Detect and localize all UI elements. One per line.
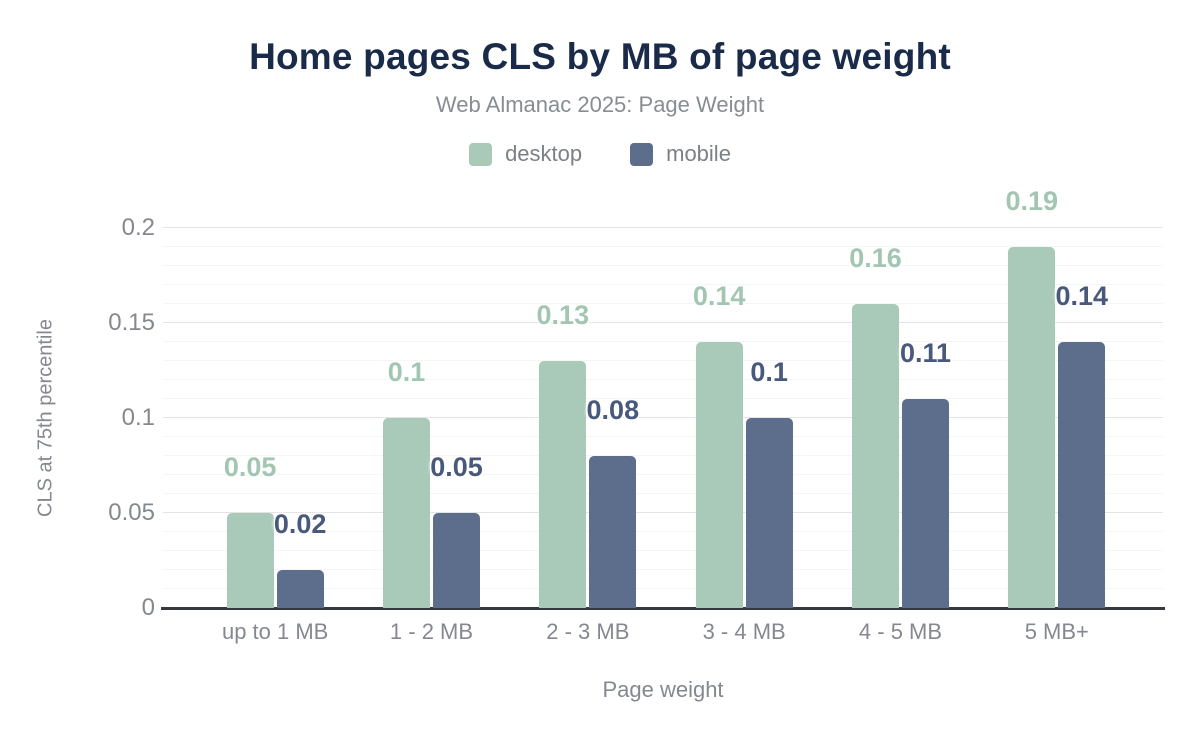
gridline-minor <box>163 474 1163 475</box>
mobile-swatch-icon <box>630 142 654 166</box>
x-category-label-2: 1 - 2 MB <box>389 619 474 644</box>
gridline-minor <box>163 284 1163 285</box>
x-axis-category-labels: up to 1 MB 1 - 2 MB 2 - 3 MB 3 - 4 MB 4 - 5 … <box>197 619 1135 645</box>
gridline-minor <box>163 341 1163 342</box>
gridline-major <box>163 512 1163 513</box>
bar-value-label-desktop-4: 0.14 <box>692 281 746 311</box>
bar-mobile-5-MB+[interactable]: 0.14 <box>1056 283 1108 608</box>
bar-value-label-mobile-3: 0.08 <box>586 395 640 425</box>
x-axis-line <box>161 607 1165 610</box>
bar-value-label-desktop-1: 0.05 <box>223 452 277 482</box>
bar-value-label-mobile-1: 0.02 <box>273 509 327 539</box>
bar-group-2: 0.1 0.05 <box>353 228 509 608</box>
gridline-minor <box>163 360 1163 361</box>
gridline-minor <box>163 493 1163 494</box>
bar-desktop-3---4-MB[interactable]: 0.14 <box>693 283 745 608</box>
gridline-minor <box>163 588 1163 589</box>
bar-value-label-mobile-6: 0.14 <box>1055 281 1109 311</box>
gridline-minor <box>163 379 1163 380</box>
bar-desktop-2---3-MB[interactable]: 0.13 <box>537 302 589 608</box>
x-category-label-3: 2 - 3 MB <box>546 619 630 644</box>
gridline-minor <box>163 550 1163 551</box>
bar-mobile-4---5-MB[interactable]: 0.11 <box>900 340 951 608</box>
gridline-minor <box>163 455 1163 456</box>
gridline-major <box>163 227 1163 228</box>
gridline-minor <box>163 398 1163 399</box>
bar-mobile-up-to-1-MB[interactable]: 0.02 <box>274 511 326 608</box>
bar-value-label-desktop-2: 0.1 <box>387 357 426 387</box>
plot-area: 0.05 0.02 0.1 0.05 0.13 0.08 0.14 0.1 0.16 0.11 0.… <box>161 188 1165 610</box>
gridline-minor <box>163 569 1163 570</box>
gridline-minor <box>163 265 1163 266</box>
y-tick-label-0.1: 0.1 <box>121 404 155 431</box>
gridline-major <box>163 417 1163 418</box>
chart-title: Home pages CLS by MB of page weight <box>249 36 951 77</box>
x-category-label-1: up to 1 MB <box>221 619 329 644</box>
legend-item-mobile[interactable]: mobile <box>630 141 731 167</box>
y-tick-label-0.15: 0.15 <box>108 309 155 336</box>
chart-subtitle: Web Almanac 2025: Page Weight <box>435 92 765 117</box>
bar-mobile-2---3-MB[interactable]: 0.08 <box>587 397 639 608</box>
bar-value-label-desktop-5: 0.16 <box>849 243 902 273</box>
legend-item-desktop[interactable]: desktop <box>469 141 582 167</box>
bar-value-label-desktop-6: 0.19 <box>1005 186 1059 216</box>
legend: desktop mobile <box>0 141 1200 167</box>
bar-desktop-4---5-MB[interactable]: 0.16 <box>849 245 902 608</box>
legend-label-mobile: mobile <box>666 141 731 166</box>
legend-label-desktop: desktop <box>505 141 583 166</box>
bar-value-label-mobile-2: 0.05 <box>430 452 483 482</box>
desktop-swatch-icon <box>469 142 493 166</box>
bar-desktop-up-to-1-MB[interactable]: 0.05 <box>224 454 276 608</box>
bar-group-3: 0.13 0.08 <box>510 228 666 608</box>
x-category-label-6: 5 MB+ <box>1024 619 1089 644</box>
y-tick-label-0: 0 <box>141 594 155 621</box>
y-tick-label-0.2: 0.2 <box>121 214 155 241</box>
bar-desktop-5-MB+[interactable]: 0.19 <box>1006 188 1058 608</box>
bar-group-1: 0.05 0.02 <box>197 228 353 608</box>
gridline-minor <box>163 436 1163 437</box>
y-axis-tick-labels: 0 0.05 0.1 0.15 0.2 <box>0 214 155 621</box>
gridline-minor <box>163 531 1163 532</box>
bar-desktop-1---2-MB[interactable]: 0.1 <box>382 359 430 608</box>
x-category-label-4: 3 - 4 MB <box>702 619 786 644</box>
y-tick-label-0.05: 0.05 <box>108 499 155 526</box>
bar-value-label-desktop-3: 0.13 <box>536 300 590 330</box>
gridline-major <box>163 322 1163 323</box>
gridline-minor <box>163 303 1163 304</box>
bar-group-5: 0.16 0.11 <box>822 228 978 608</box>
bar-mobile-1---2-MB[interactable]: 0.05 <box>430 454 483 608</box>
bar-group-4: 0.14 0.1 <box>666 228 822 608</box>
x-axis-title: Page weight <box>602 677 724 702</box>
bar-value-label-mobile-5: 0.11 <box>899 338 951 368</box>
bars-row: 0.05 0.02 0.1 0.05 0.13 0.08 0.14 0.1 0.16 0.11 0.… <box>197 188 1135 608</box>
x-category-label-5: 4 - 5 MB <box>858 619 943 644</box>
bar-group-6: 0.19 0.14 <box>979 188 1135 608</box>
bar-mobile-3---4-MB[interactable]: 0.1 <box>745 359 793 608</box>
gridline-minor <box>163 246 1163 247</box>
bar-value-label-mobile-4: 0.1 <box>750 357 788 387</box>
